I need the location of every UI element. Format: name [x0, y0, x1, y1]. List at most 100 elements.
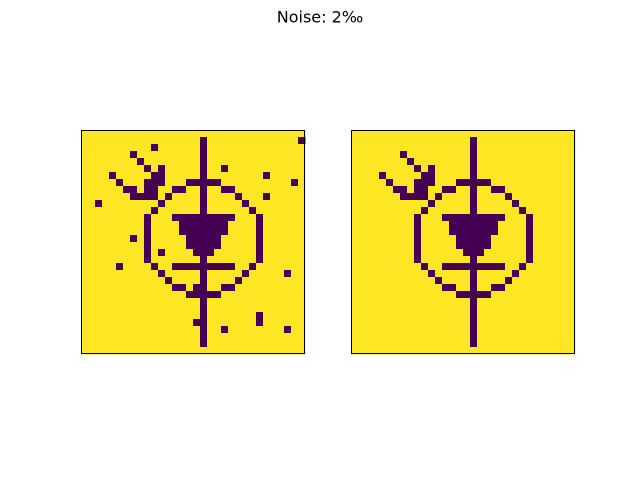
pixel: [414, 130, 422, 138]
pixel: [351, 235, 359, 243]
pixel: [379, 221, 387, 229]
pixel: [221, 270, 229, 278]
pixel: [407, 179, 415, 187]
pixel: [554, 165, 562, 173]
pixel: [365, 158, 373, 166]
pixel: [393, 179, 401, 187]
pixel: [249, 130, 257, 138]
pixel: [102, 263, 110, 271]
pixel: [81, 263, 89, 271]
pixel: [477, 347, 485, 355]
pixel: [298, 319, 306, 327]
pixel: [442, 130, 450, 138]
pixel: [519, 277, 527, 285]
pixel: [358, 186, 366, 194]
pixel: [358, 305, 366, 313]
pixel: [379, 144, 387, 152]
pixel: [123, 207, 131, 215]
pixel: [358, 172, 366, 180]
pixel: [172, 249, 180, 257]
pixel: [158, 144, 166, 152]
pixel: [228, 340, 236, 348]
pixel: [172, 340, 180, 348]
pixel: [358, 277, 366, 285]
pixel: [284, 333, 292, 341]
pixel: [235, 277, 243, 285]
pixel: [137, 312, 145, 320]
pixel: [151, 228, 159, 236]
pixel: [449, 319, 457, 327]
pixel: [568, 270, 576, 278]
pixel: [130, 312, 138, 320]
pixel: [519, 263, 527, 271]
pixel: [372, 340, 380, 348]
pixel: [200, 298, 208, 306]
pixel: [228, 214, 236, 222]
pixel: [151, 165, 159, 173]
pixel: [505, 312, 513, 320]
pixel: [400, 298, 408, 306]
pixel: [228, 165, 236, 173]
pixel: [414, 284, 422, 292]
pixel: [158, 158, 166, 166]
pixel: [207, 207, 215, 215]
pixel: [400, 172, 408, 180]
pixel: [109, 130, 117, 138]
pixel: [484, 284, 492, 292]
pixel: [116, 200, 124, 208]
pixel: [400, 137, 408, 145]
pixel: [414, 326, 422, 334]
pixel: [477, 193, 485, 201]
pixel: [477, 242, 485, 250]
pixel: [470, 333, 478, 341]
pixel: [116, 186, 124, 194]
pixel: [512, 340, 520, 348]
pixel: [365, 256, 373, 264]
pixel: [442, 249, 450, 257]
pixel: [372, 312, 380, 320]
pixel: [442, 284, 450, 292]
pixel: [449, 263, 457, 271]
pixel: [102, 158, 110, 166]
pixel: [533, 193, 541, 201]
pixel: [547, 158, 555, 166]
pixel: [456, 263, 464, 271]
pixel: [249, 284, 257, 292]
pixel: [277, 340, 285, 348]
pixel: [372, 347, 380, 355]
pixel: [512, 165, 520, 173]
pixel: [81, 207, 89, 215]
pixel: [449, 172, 457, 180]
pixel: [88, 228, 96, 236]
pixel: [235, 270, 243, 278]
pixel: [193, 151, 201, 159]
pixel: [284, 221, 292, 229]
pixel: [456, 319, 464, 327]
pixel: [88, 333, 96, 341]
pixel: [414, 270, 422, 278]
pixel: [358, 179, 366, 187]
pixel: [256, 347, 264, 355]
pixel: [291, 291, 299, 299]
pixel: [505, 200, 513, 208]
pixel: [207, 305, 215, 313]
pixel: [102, 326, 110, 334]
pixel: [470, 165, 478, 173]
pixel: [207, 228, 215, 236]
pixel: [158, 340, 166, 348]
pixel: [277, 284, 285, 292]
pixel: [158, 291, 166, 299]
pixel: [193, 263, 201, 271]
pixel: [351, 214, 359, 222]
pixel: [421, 158, 429, 166]
pixel: [158, 298, 166, 306]
pixel: [498, 228, 506, 236]
pixel: [186, 158, 194, 166]
pixel: [88, 193, 96, 201]
pixel: [365, 137, 373, 145]
pixel: [235, 291, 243, 299]
pixel: [358, 298, 366, 306]
pixel: [351, 158, 359, 166]
pixel: [484, 172, 492, 180]
pixel: [512, 277, 520, 285]
